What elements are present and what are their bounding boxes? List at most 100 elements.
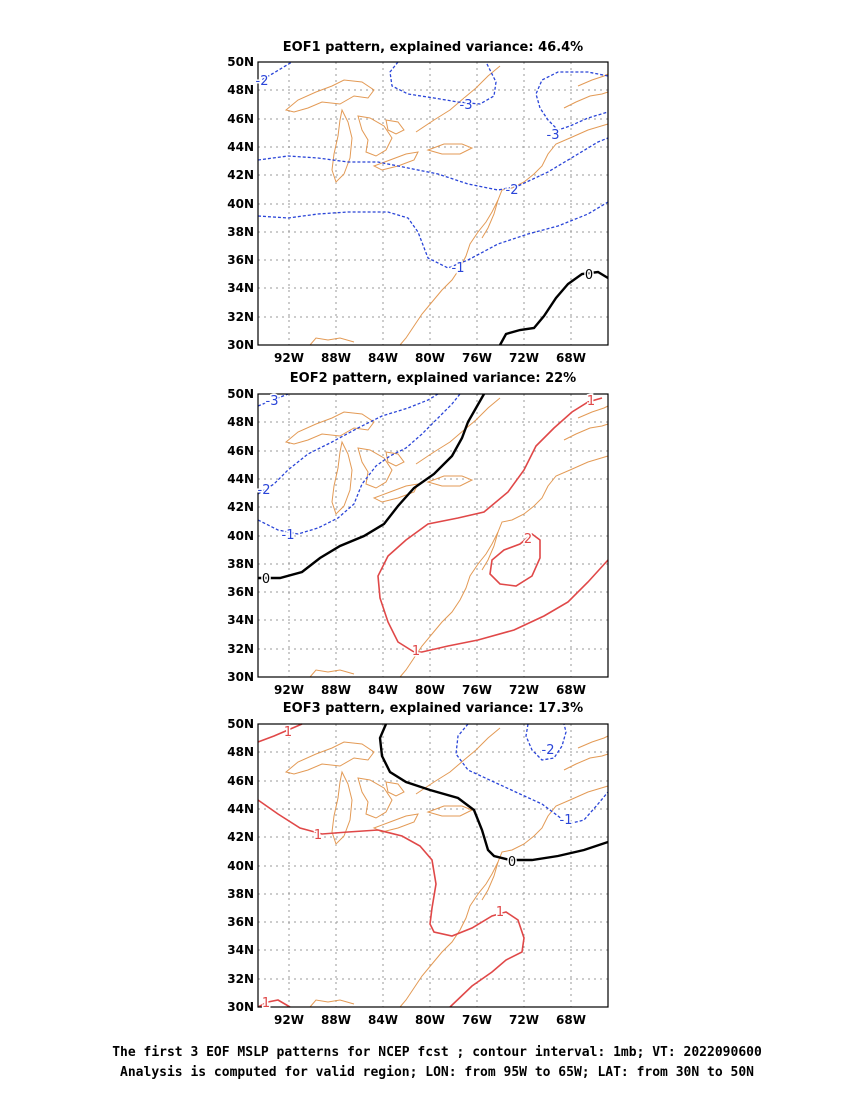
contour-minus2 xyxy=(525,723,567,761)
lat-tick-label: 48N xyxy=(227,745,254,759)
contour-label: -3 xyxy=(266,394,279,409)
contour-label: 0 xyxy=(508,855,516,870)
contour-plus1 xyxy=(377,397,609,653)
lon-tick-label: 84W xyxy=(368,683,398,697)
lat-tick-label: 30N xyxy=(227,1000,254,1014)
lat-tick-label: 40N xyxy=(227,197,254,211)
lon-tick-label: 68W xyxy=(556,351,586,365)
lat-tick-label: 46N xyxy=(227,112,254,126)
lat-tick-label: 44N xyxy=(227,472,254,486)
contour-minus2-central xyxy=(257,137,609,191)
contour-zero xyxy=(258,393,486,580)
lon-tick-label: 92W xyxy=(274,683,304,697)
contour-plus1-central xyxy=(257,799,525,1008)
lat-tick-label: 32N xyxy=(227,642,254,656)
contour-label: -3 xyxy=(547,128,560,143)
contour-plus1-sw xyxy=(257,999,291,1008)
lon-tick-label: 80W xyxy=(415,683,445,697)
contour-minus2-nw xyxy=(257,61,293,83)
lat-tick-label: 46N xyxy=(227,774,254,788)
contour-label: -3 xyxy=(460,98,473,113)
lon-tick-label: 76W xyxy=(462,351,492,365)
contour-minus1 xyxy=(455,723,609,825)
lat-ticks-panel2: 50N 48N 46N 44N 42N 40N 38N 36N 34N 32N … xyxy=(227,387,254,684)
lat-tick-label: 30N xyxy=(227,338,254,352)
contour-label: 0 xyxy=(585,268,593,283)
contour-zero xyxy=(378,723,609,862)
contour-label: 1 xyxy=(262,996,270,1011)
contour-label: 1 xyxy=(496,905,504,920)
lat-tick-label: 36N xyxy=(227,915,254,929)
lat-tick-label: 32N xyxy=(227,972,254,986)
contour-label: -2 xyxy=(542,743,555,758)
panel-title: EOF3 pattern, explained variance: 17.3% xyxy=(283,701,583,716)
lat-tick-label: 36N xyxy=(227,585,254,599)
lat-tick-label: 42N xyxy=(227,830,254,844)
contour-minus1 xyxy=(257,393,461,535)
contour-label: 1 xyxy=(412,644,420,659)
lat-tick-label: 42N xyxy=(227,168,254,182)
map-frame xyxy=(257,393,609,678)
lat-tick-label: 44N xyxy=(227,802,254,816)
lon-tick-label: 88W xyxy=(321,351,351,365)
contour-label: 0 xyxy=(262,572,270,587)
lat-tick-label: 40N xyxy=(227,529,254,543)
contour-label: -2 xyxy=(506,183,519,198)
lon-tick-label: 92W xyxy=(274,1013,304,1027)
contour-minus2 xyxy=(257,393,439,495)
lat-tick-label: 34N xyxy=(227,613,254,627)
map-frame xyxy=(257,723,609,1008)
panel-eof3 xyxy=(257,723,609,1008)
gridlines xyxy=(258,394,608,677)
lat-tick-label: 48N xyxy=(227,415,254,429)
lat-tick-label: 50N xyxy=(227,387,254,401)
lat-tick-label: 34N xyxy=(227,943,254,957)
coastline-map xyxy=(285,727,609,1008)
contour-label: -2 xyxy=(258,483,271,498)
lat-tick-label: 38N xyxy=(227,225,254,239)
lon-tick-label: 84W xyxy=(368,351,398,365)
lon-tick-label: 68W xyxy=(556,683,586,697)
contour-label: -2 xyxy=(256,74,269,89)
lat-tick-label: 50N xyxy=(227,717,254,731)
lat-tick-label: 46N xyxy=(227,444,254,458)
contour-plus2 xyxy=(489,532,541,587)
lat-tick-label: 44N xyxy=(227,140,254,154)
contour-label: 2 xyxy=(524,532,532,547)
contour-label: -1 xyxy=(452,261,465,276)
lon-tick-label: 80W xyxy=(415,351,445,365)
contour-label: 1 xyxy=(284,725,292,740)
lon-tick-label: 72W xyxy=(509,683,539,697)
caption-line-2: Analysis is computed for valid region; L… xyxy=(120,1065,754,1080)
contour-minus3-ne xyxy=(535,71,609,131)
gridlines xyxy=(258,62,608,345)
contour-minus3-north xyxy=(389,61,497,105)
lon-tick-label: 68W xyxy=(556,1013,586,1027)
caption-line-1: The first 3 EOF MSLP patterns for NCEP f… xyxy=(112,1045,762,1060)
lon-tick-label: 88W xyxy=(321,1013,351,1027)
lon-tick-label: 80W xyxy=(415,1013,445,1027)
contour-label: 1 xyxy=(587,394,595,409)
panel-title: EOF2 pattern, explained variance: 22% xyxy=(290,371,576,386)
lat-tick-label: 38N xyxy=(227,557,254,571)
panel-title: EOF1 pattern, explained variance: 46.4% xyxy=(283,40,583,55)
lat-tick-label: 42N xyxy=(227,500,254,514)
lat-ticks-panel1: 50N 48N 46N 44N 42N 40N 38N 36N 34N 32N … xyxy=(227,55,254,352)
panel-eof2 xyxy=(257,393,609,678)
contour-zero-se xyxy=(498,270,609,346)
lat-tick-label: 32N xyxy=(227,310,254,324)
lon-ticks-panel1: 92W 88W 84W 80W 76W 72W 68W xyxy=(274,351,586,365)
panel-eof1 xyxy=(257,61,609,346)
lon-tick-label: 84W xyxy=(368,1013,398,1027)
lat-tick-label: 48N xyxy=(227,83,254,97)
lat-tick-label: 36N xyxy=(227,253,254,267)
coastline-map xyxy=(285,65,609,346)
lat-ticks-panel3: 50N 48N 46N 44N 42N 40N 38N 36N 34N 32N … xyxy=(227,717,254,1014)
lat-tick-label: 30N xyxy=(227,670,254,684)
coastline-map xyxy=(285,397,609,678)
lon-tick-label: 92W xyxy=(274,351,304,365)
lon-ticks-panel3: 92W 88W 84W 80W 76W 72W 68W xyxy=(274,1013,586,1027)
lat-tick-label: 34N xyxy=(227,281,254,295)
contour-label: -1 xyxy=(560,813,573,828)
